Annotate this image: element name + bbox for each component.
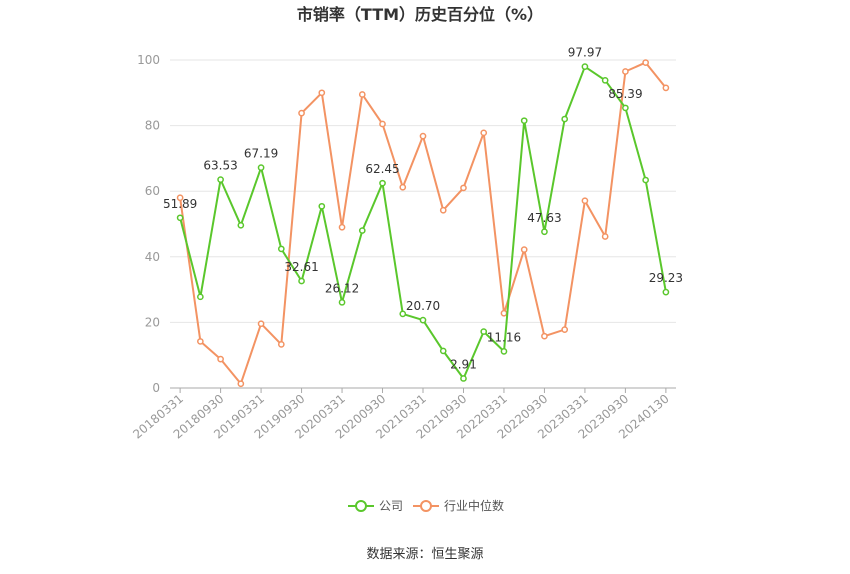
data-label: 26.12 <box>325 281 359 295</box>
data-point <box>176 194 184 202</box>
data-point <box>581 197 589 205</box>
data-label: 85.39 <box>608 87 642 101</box>
data-point <box>379 120 386 128</box>
data-labels: 51.89 63.53 67.19 32.61 26.12 62.45 20.70 2.91 1… <box>163 46 683 372</box>
legend-label: 行业中位数 <box>444 498 504 513</box>
data-point <box>622 68 629 75</box>
y-tick-label: 60 <box>145 184 160 198</box>
y-tick-label: 20 <box>145 315 160 329</box>
data-point <box>399 183 407 191</box>
data-point <box>298 109 305 117</box>
data-point <box>662 288 670 296</box>
data-point <box>419 132 427 140</box>
data-point <box>257 164 265 171</box>
data-label: 29.23 <box>649 271 683 285</box>
data-point <box>520 246 528 253</box>
data-point <box>237 221 245 229</box>
data-point <box>379 179 386 187</box>
legend-marker <box>420 500 432 512</box>
data-point <box>197 338 204 345</box>
data-point <box>642 176 649 184</box>
series-line <box>179 65 667 380</box>
data-point <box>561 115 569 123</box>
data-point <box>338 223 346 231</box>
data-label: 47.63 <box>527 211 561 225</box>
data-point <box>217 176 224 183</box>
data-label: 62.45 <box>365 162 399 176</box>
data-point <box>622 104 629 112</box>
y-tick-label: 0 <box>152 381 160 395</box>
data-label: 63.53 <box>203 159 237 173</box>
data-point <box>277 341 285 348</box>
data-point <box>439 206 447 214</box>
data-point <box>541 228 548 236</box>
data-point <box>642 59 649 66</box>
series-company <box>176 63 670 382</box>
data-point <box>237 380 245 388</box>
y-tick-label: 40 <box>145 250 160 264</box>
grid-lines <box>170 59 676 323</box>
data-point <box>520 117 528 125</box>
data-point <box>257 320 265 328</box>
data-point <box>500 348 508 355</box>
series-layer <box>176 59 670 388</box>
data-point <box>298 277 305 285</box>
data-point <box>419 316 427 324</box>
data-point <box>480 328 488 335</box>
axes: 0204060801002018033120180930201903312019… <box>130 53 676 442</box>
data-point <box>541 332 548 340</box>
data-label: 51.89 <box>163 197 197 211</box>
legend: 公司 行业中位数 <box>348 498 504 513</box>
data-point <box>176 214 184 222</box>
legend-label: 公司 <box>379 499 403 513</box>
legend-item-industry-median: 行业中位数 <box>413 498 504 513</box>
data-label: 32.61 <box>284 260 318 274</box>
data-label: 11.16 <box>487 330 521 344</box>
data-label: 97.97 <box>568 46 602 60</box>
data-point <box>338 298 346 306</box>
data-point <box>662 84 670 92</box>
data-point <box>601 233 609 240</box>
data-point <box>358 227 366 234</box>
data-point <box>439 347 447 355</box>
data-point <box>500 309 508 317</box>
data-point <box>561 326 569 333</box>
data-point <box>277 245 285 253</box>
data-point <box>399 310 407 318</box>
y-tick-label: 100 <box>137 53 160 67</box>
data-point <box>197 293 204 301</box>
data-point <box>318 89 326 97</box>
data-point <box>217 355 224 363</box>
series-line <box>179 61 667 385</box>
data-point <box>480 129 488 137</box>
data-label: 20.70 <box>406 299 440 313</box>
data-point <box>460 184 467 192</box>
data-label: 67.19 <box>244 147 278 161</box>
data-point <box>318 202 326 210</box>
y-tick-label: 80 <box>145 119 160 133</box>
data-point <box>358 91 366 98</box>
data-point <box>581 63 589 71</box>
data-source-note: 数据来源：恒生聚源 <box>366 547 483 562</box>
legend-item-company: 公司 <box>348 499 403 513</box>
data-point <box>601 76 609 84</box>
data-point <box>460 375 467 382</box>
series-industry-median <box>176 59 670 388</box>
data-label: 2.91 <box>450 357 477 371</box>
chart-title: 市销率（TTM）历史百分位（%） <box>297 5 543 24</box>
legend-marker <box>355 500 367 512</box>
